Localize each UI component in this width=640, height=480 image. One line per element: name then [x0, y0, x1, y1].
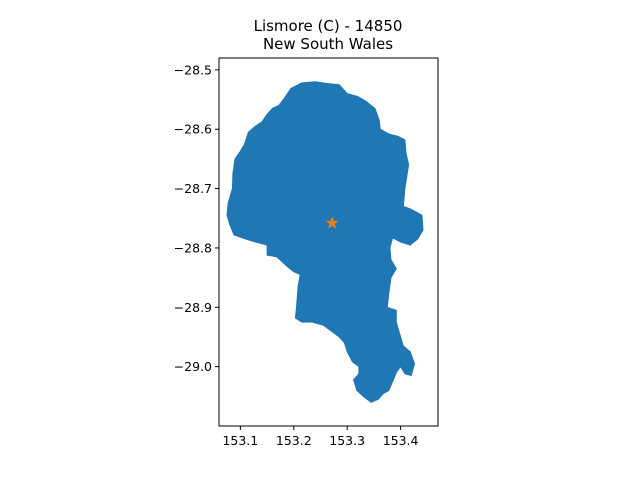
axes-frame	[218, 57, 439, 427]
y-tick-label: −28.8	[174, 240, 212, 255]
lga-boundary-shape	[226, 81, 424, 403]
centroid-star-marker: ★	[325, 213, 340, 233]
y-tick-label: −28.9	[174, 300, 212, 315]
y-tick-label: −28.5	[174, 62, 212, 77]
y-tick-label: −28.7	[174, 181, 212, 196]
title-line-2: New South Wales	[263, 35, 393, 53]
x-tick-label: 153.2	[276, 433, 312, 448]
x-tick-label: 153.4	[383, 433, 419, 448]
x-tick-label: 153.1	[222, 433, 258, 448]
y-axis: −28.5 −28.6 −28.7 −28.8 −28.9 −29.0	[174, 62, 219, 374]
x-axis: 153.1 153.2 153.3 153.4	[222, 426, 419, 448]
plot-area: ★	[218, 57, 439, 427]
y-tick-label: −28.6	[174, 122, 212, 137]
title-line-1: Lismore (C) - 14850	[254, 17, 403, 35]
x-tick-label: 153.3	[329, 433, 365, 448]
y-tick-label: −29.0	[174, 359, 212, 374]
